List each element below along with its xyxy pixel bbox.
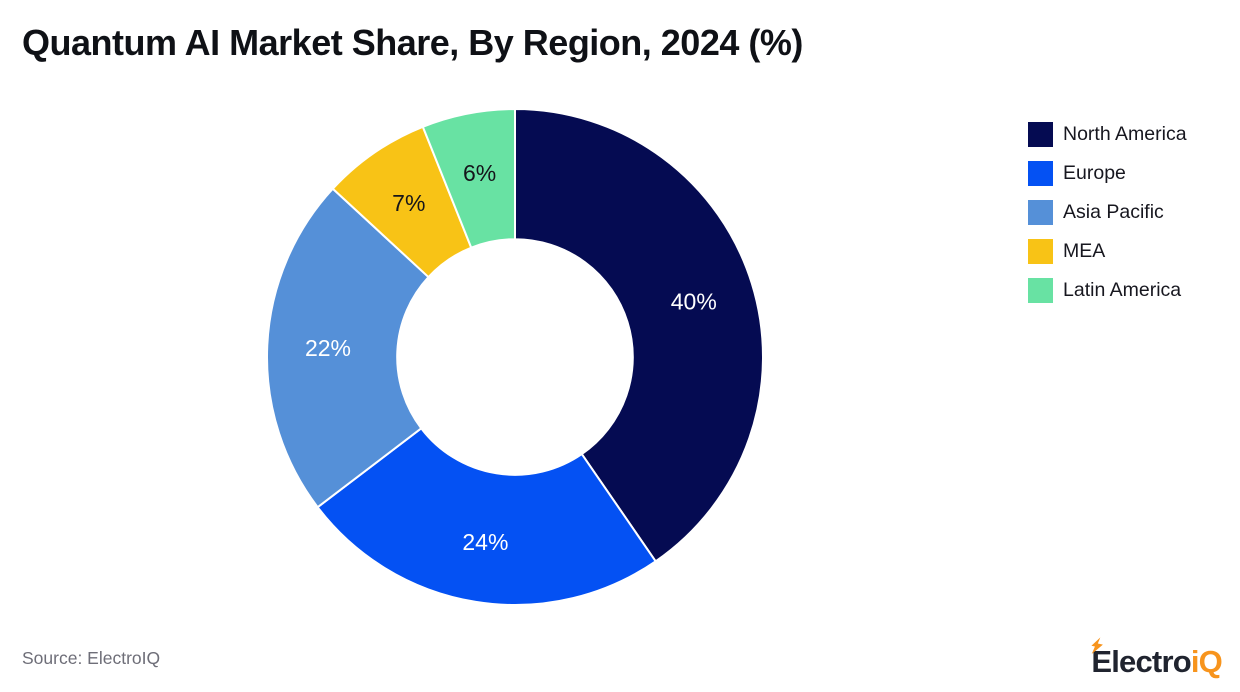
legend-swatch-asia-pacific (1028, 200, 1053, 225)
legend-swatch-latin-america (1028, 278, 1053, 303)
legend-label-mea: MEA (1063, 240, 1106, 262)
electroiq-logo: ElectroiQ (1091, 637, 1223, 680)
legend-swatch-europe (1028, 161, 1053, 186)
source-caption: Source: ElectroIQ (22, 648, 161, 668)
legend-label-latin-america: Latin America (1063, 279, 1182, 301)
lightning-bolt-icon (1091, 637, 1104, 654)
logo-text-accent: iQ (1190, 644, 1223, 679)
legend-item-north-america: North America (1028, 122, 1187, 147)
donut-chart: 40% 24% 22% 7% 6% (266, 108, 764, 606)
legend-swatch-mea (1028, 239, 1053, 264)
legend: North America Europe Asia Pacific MEA Latin … (1028, 122, 1187, 317)
slice-value-label-asia-pacific: 22% (305, 335, 351, 361)
donut-slice-north-america (514, 108, 764, 563)
chart-title: Quantum AI Market Share, By Region, 2024… (22, 22, 803, 63)
legend-item-latin-america: Latin America (1028, 278, 1187, 303)
legend-item-mea: MEA (1028, 239, 1187, 264)
donut-slice-asia-pacific (266, 187, 430, 509)
legend-label-europe: Europe (1063, 162, 1126, 184)
logo-text-dark: Electro (1091, 644, 1191, 679)
legend-item-europe: Europe (1028, 161, 1187, 186)
legend-item-asia-pacific: Asia Pacific (1028, 200, 1187, 225)
legend-label-north-america: North America (1063, 123, 1187, 145)
slice-value-label-latin-america: 6% (463, 160, 496, 186)
legend-label-asia-pacific: Asia Pacific (1063, 201, 1164, 223)
slice-value-label-europe: 24% (462, 529, 508, 555)
donut-slice-europe (316, 427, 657, 606)
slice-value-label-north-america: 40% (671, 288, 717, 314)
slice-value-label-mea: 7% (392, 190, 425, 216)
legend-swatch-north-america (1028, 122, 1053, 147)
donut-slice-latin-america (421, 108, 516, 249)
